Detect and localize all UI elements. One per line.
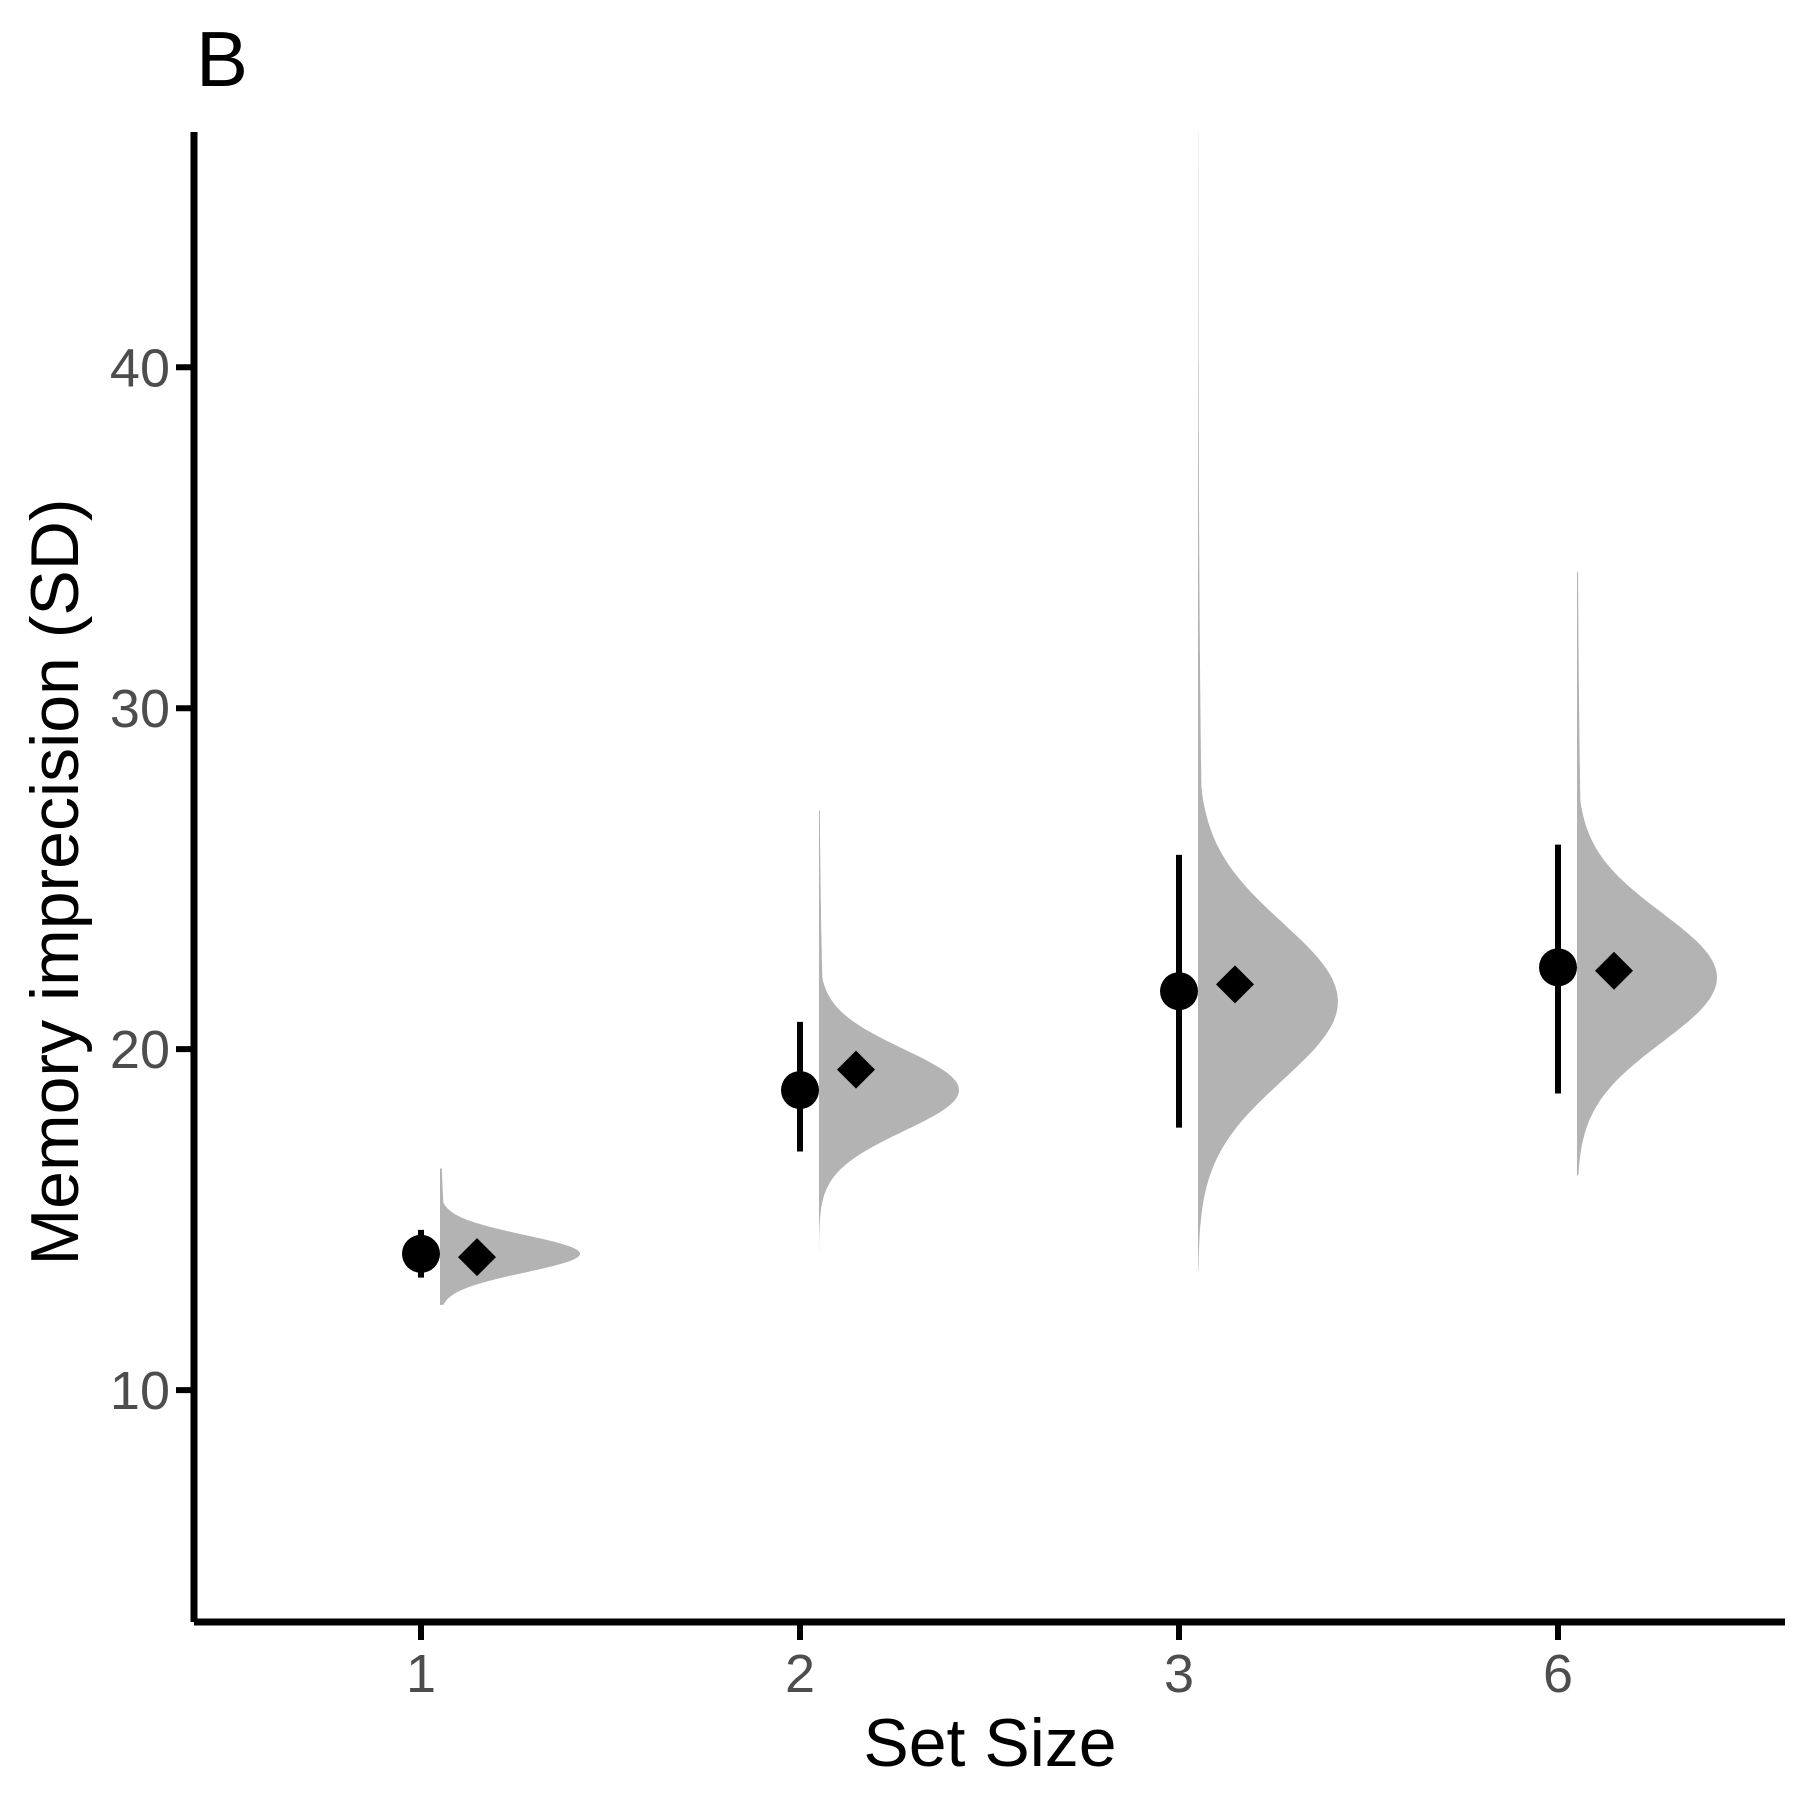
x-tick-layer: 1 2 3 6 [406,1622,1573,1704]
y-axis-title: Memory imprecision (SD) [17,499,93,1266]
y-tick-label: 40 [110,338,170,398]
predicted-point-1 [458,1238,496,1277]
predicted-point-3 [1216,965,1254,1004]
observed-point-6 [1539,948,1577,987]
x-tick-label: 2 [785,1644,815,1704]
density-2 [819,810,959,1271]
errorbar-layer [418,844,1561,1278]
x-tick-label: 6 [1543,1644,1573,1704]
x-tick-label: 1 [406,1644,436,1704]
x-tick-label: 3 [1164,1644,1194,1704]
predicted-point-layer [458,951,1633,1277]
predicted-point-2 [837,1050,875,1089]
panel-label: B [196,15,248,103]
density-3 [1198,132,1338,1271]
observed-point-3 [1160,972,1198,1011]
observed-point-layer [402,948,1577,1273]
predicted-point-6 [1595,951,1633,990]
x-axis-title: Set Size [863,1705,1116,1781]
y-tick-layer: 10 20 30 40 [110,338,194,1421]
y-tick-label: 30 [110,679,170,739]
y-tick-label: 20 [110,1020,170,1080]
y-tick-label: 10 [110,1361,170,1421]
density-layer [440,132,1717,1305]
observed-point-2 [781,1071,819,1110]
axes [190,132,1785,1626]
density-6 [1577,571,1717,1176]
density-1 [440,1168,580,1305]
observed-point-1 [402,1234,440,1273]
